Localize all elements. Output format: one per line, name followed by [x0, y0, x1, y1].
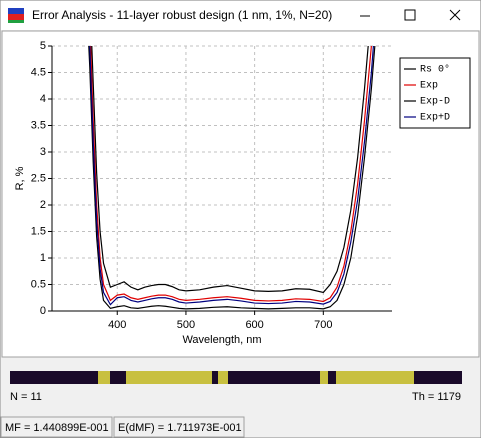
x-tick-label: 700 [314, 319, 332, 331]
total-thickness: Th = 1179 [412, 391, 461, 403]
y-tick-label: 4 [40, 93, 46, 105]
series-line [88, 46, 376, 310]
x-axis-label: Wavelength, nm [182, 334, 261, 346]
series-line [89, 46, 375, 306]
series-line [90, 46, 372, 303]
y-tick-label: 1 [40, 252, 46, 264]
legend-box [399, 57, 471, 129]
status-field [113, 416, 245, 438]
status-edmf: E(dMF) = 1.711973E-001 [118, 422, 242, 434]
title-bar [1, 1, 480, 30]
status-field [0, 416, 113, 438]
x-tick-label: 400 [108, 319, 126, 331]
x-tick-label: 600 [245, 319, 263, 331]
y-tick-label: 2 [40, 199, 46, 211]
y-tick-label: 1.5 [31, 225, 46, 237]
series-line [91, 46, 369, 294]
x-tick-label: 500 [177, 319, 195, 331]
status-mf: MF = 1.440899E-001 [5, 422, 109, 434]
maximize-button[interactable] [404, 9, 416, 21]
close-button[interactable] [449, 9, 461, 21]
y-tick-label: 3.5 [31, 119, 46, 131]
y-tick-label: 0.5 [31, 278, 46, 290]
window-title: Error Analysis - 11-layer robust design … [32, 8, 332, 22]
layer-count: N = 11 [10, 391, 42, 403]
app-icon [8, 8, 24, 23]
y-tick-label: 0 [40, 305, 46, 317]
legend-label: Exp [420, 81, 438, 92]
y-tick-label: 2.5 [31, 172, 46, 184]
y-tick-label: 5 [40, 40, 46, 52]
layer-segments [98, 371, 414, 384]
y-axis-label: R, % [14, 166, 26, 190]
chart: 0 0.5 1 1.5 2 2.5 3 3.5 4 4.5 5 400 500 600 700 Wavelen… [14, 40, 471, 346]
legend-label: Exp-D [420, 97, 450, 108]
y-tick-label: 3 [40, 146, 46, 158]
legend-label: Rs 0° [420, 64, 450, 76]
legend-label: Exp+D [420, 113, 450, 124]
y-tick-label: 4.5 [31, 66, 46, 78]
